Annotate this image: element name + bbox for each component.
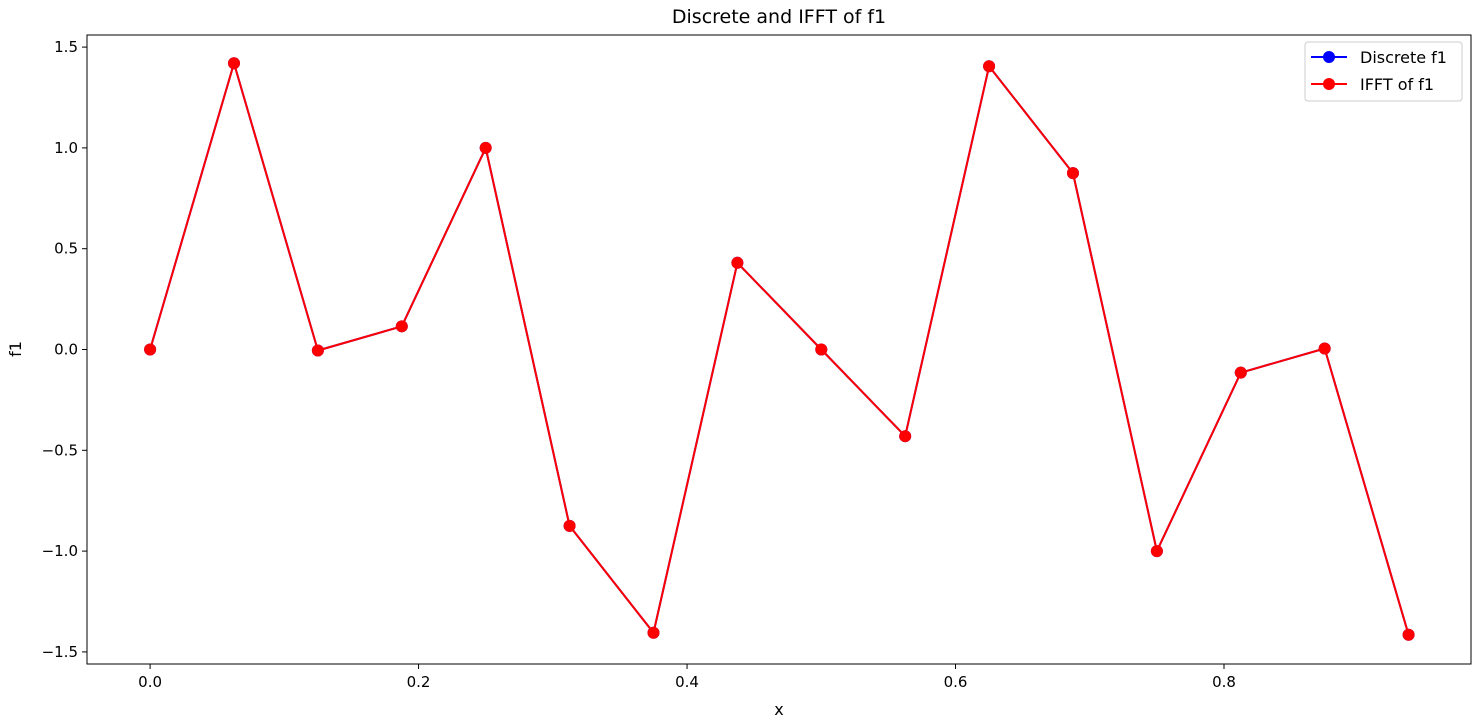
legend-label-discrete-f1: Discrete f1 [1360,48,1447,67]
y-tick-label: 1.5 [54,38,78,56]
data-point-ifft-of-f1 [1318,342,1331,355]
data-point-ifft-of-f1 [899,430,912,443]
y-tick-label: −1.5 [42,643,78,661]
legend-label-ifft-of-f1: IFFT of f1 [1360,75,1434,94]
data-point-ifft-of-f1 [815,343,828,356]
y-tick-label: 0.0 [54,341,78,359]
y-axis-ticks: −1.5 −1.0 −0.5 0.0 0.5 1.0 1.5 [42,38,87,661]
y-tick-label: 0.5 [54,240,78,258]
data-point-ifft-of-f1 [479,141,492,154]
data-point-ifft-of-f1 [1234,366,1247,379]
x-axis-label: x [774,700,783,719]
y-tick-label: −0.5 [42,441,78,459]
data-point-ifft-of-f1 [1150,545,1163,558]
legend-entry-ifft-of-f1: IFFT of f1 [1311,75,1434,94]
x-tick-label: 0.4 [675,673,699,691]
x-tick-label: 0.6 [944,673,968,691]
x-tick-label: 0.8 [1212,673,1236,691]
data-point-ifft-of-f1 [731,256,744,269]
series-line-ifft-of-f1 [149,62,1410,636]
data-point-ifft-of-f1 [227,57,240,70]
y-axis-label: f1 [6,341,25,357]
series-layer [144,57,1415,641]
data-point-ifft-of-f1 [563,519,576,532]
data-point-ifft-of-f1 [1066,167,1079,180]
data-point-ifft-of-f1 [395,320,408,333]
data-point-ifft-of-f1 [647,626,660,639]
legend: Discrete f1 IFFT of f1 [1304,41,1463,102]
x-axis-ticks: 0.0 0.2 0.4 0.6 0.8 [138,664,1236,691]
data-point-ifft-of-f1 [144,343,157,356]
chart-title: Discrete and IFFT of f1 [672,6,886,28]
x-tick-label: 0.0 [138,673,162,691]
series-ifft-of-f1 [144,57,1415,641]
y-tick-label: 1.0 [54,139,78,157]
x-tick-label: 0.2 [407,673,431,691]
data-point-ifft-of-f1 [983,60,996,73]
y-tick-label: −1.0 [42,542,78,560]
legend-marker-discrete-f1 [1323,51,1335,63]
plot-frame [86,34,1472,665]
legend-entry-discrete-f1: Discrete f1 [1311,48,1447,67]
data-point-ifft-of-f1 [311,344,324,357]
data-point-ifft-of-f1 [1402,628,1415,641]
legend-marker-ifft-of-f1 [1323,78,1335,90]
